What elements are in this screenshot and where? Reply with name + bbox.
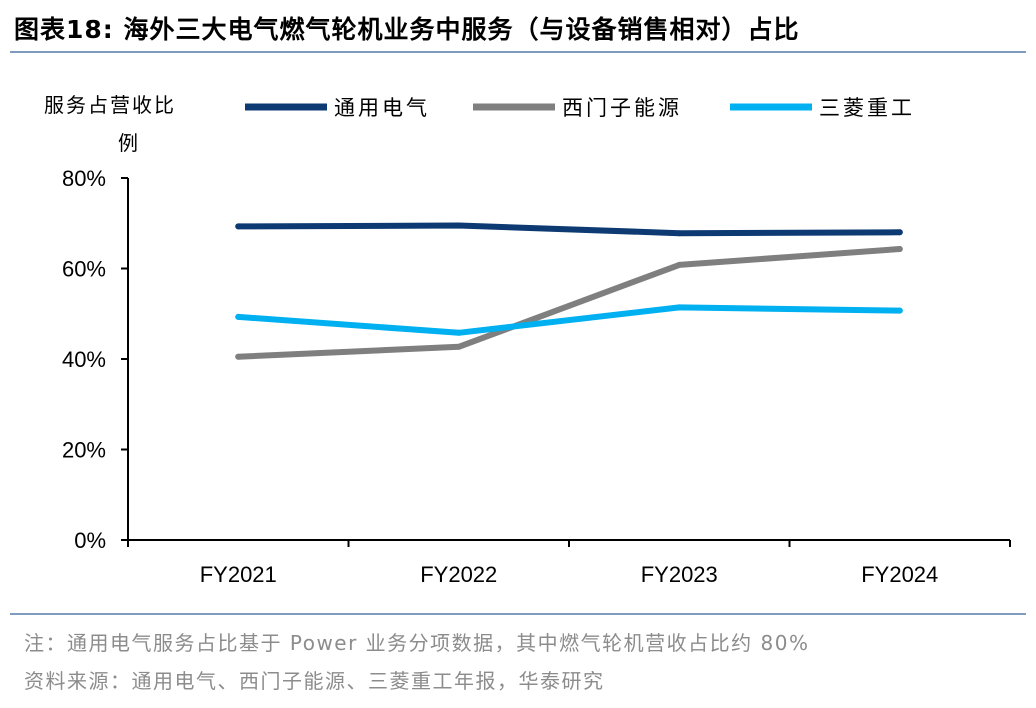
- series-line-mhi: [235, 304, 903, 336]
- legend-label-siemens-energy: 西门子能源: [562, 96, 682, 120]
- y-tick-label: 80%: [62, 166, 106, 191]
- series-line-ge: [235, 222, 903, 237]
- chart-title: 图表18: 海外三大电气燃气轮机业务中服务（与设备销售相对）占比: [14, 15, 800, 44]
- data-point-ge: [676, 230, 683, 237]
- title-divider: [10, 51, 1026, 53]
- y-tick-label: 20%: [62, 438, 106, 463]
- data-point-siemens-energy: [235, 353, 242, 360]
- data-point-ge: [896, 229, 903, 236]
- x-tick-label: FY2021: [200, 562, 277, 587]
- data-point-ge: [455, 222, 462, 229]
- x-tick-label: FY2022: [420, 562, 497, 587]
- data-point-mhi: [235, 313, 242, 320]
- y-tick-label: 60%: [62, 257, 106, 282]
- chart-source: 资料来源：通用电气、西门子能源、三菱重工年报，华泰研究: [24, 669, 605, 693]
- y-ticks: 0% 20% 40% 60% 80%: [62, 166, 128, 553]
- chart-note: 注：通用电气服务占比基于 Power 业务分项数据，其中燃气轮机营收占比约 80…: [24, 631, 810, 655]
- series-lines: [235, 222, 903, 360]
- data-point-siemens-energy: [455, 343, 462, 350]
- legend-label-ge: 通用电气: [334, 96, 430, 120]
- data-point-siemens-energy: [676, 261, 683, 268]
- footer-divider: [10, 613, 1026, 615]
- y-tick-label: 40%: [62, 347, 106, 372]
- x-tick-label: FY2024: [861, 562, 938, 587]
- data-point-mhi: [676, 304, 683, 311]
- legend-label-mhi: 三菱重工: [819, 96, 915, 120]
- series-line-siemens-energy: [235, 246, 903, 360]
- data-point-ge: [235, 223, 242, 230]
- y-tick-label: 0%: [74, 528, 106, 553]
- x-ticks: FY2021 FY2022 FY2023 FY2024: [127, 540, 1011, 587]
- data-point-siemens-energy: [896, 246, 903, 253]
- data-point-mhi: [896, 307, 903, 314]
- x-tick-label: FY2023: [641, 562, 718, 587]
- y-axis-label-line1: 服务占营收比: [44, 93, 176, 117]
- data-point-mhi: [455, 329, 462, 336]
- legend: 通用电气 西门子能源 三菱重工: [245, 96, 915, 120]
- y-axis-label-line2: 例: [118, 131, 140, 155]
